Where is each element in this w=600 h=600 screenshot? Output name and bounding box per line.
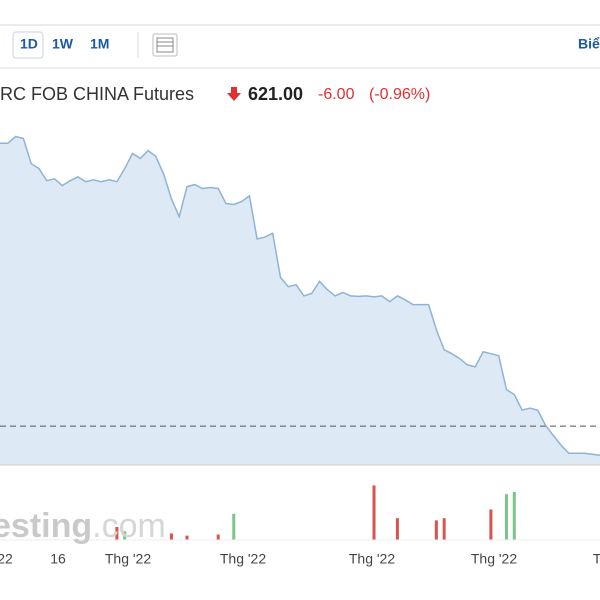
change: -6.00 xyxy=(318,86,355,103)
x-tick-label: Thg '22 xyxy=(471,551,517,567)
plot xyxy=(0,135,600,541)
watermark: esting.com xyxy=(0,507,166,545)
x-tick-label: 22 xyxy=(0,551,13,567)
volume-bar xyxy=(442,518,446,540)
volume-bar xyxy=(123,531,127,540)
volume-bar xyxy=(504,494,508,540)
volume-bar xyxy=(169,533,173,540)
table-icon[interactable] xyxy=(152,33,178,57)
range-button[interactable]: 1D xyxy=(20,36,38,52)
range-button[interactable]: 1W xyxy=(52,36,74,52)
x-tick-label: T xyxy=(593,551,600,567)
down-arrow xyxy=(227,87,241,101)
change-pct: (-0.96%) xyxy=(369,86,430,103)
volume-bar xyxy=(115,526,119,540)
price-line xyxy=(0,135,600,457)
volume-bar xyxy=(232,513,236,540)
volume-bar xyxy=(395,518,399,540)
volume-bar xyxy=(512,492,516,540)
watermark-main: esting xyxy=(0,507,92,545)
x-tick-label: Thg '22 xyxy=(105,551,151,567)
instrument-name: RC FOB CHINA Futures xyxy=(0,84,194,104)
watermark-suffix: .com xyxy=(92,507,166,545)
x-tick-label: Thg '22 xyxy=(220,551,266,567)
volume-bar xyxy=(372,485,376,540)
area-fill xyxy=(0,136,600,465)
price: 621.00 xyxy=(248,84,303,104)
toolbar-right[interactable]: Biể xyxy=(578,36,600,52)
volume-bar xyxy=(434,520,438,540)
volume-bar xyxy=(489,509,493,540)
volume-bar xyxy=(216,534,220,540)
volume-bar xyxy=(185,535,189,540)
x-tick-label: 16 xyxy=(50,551,66,567)
range-button[interactable]: 1M xyxy=(90,36,109,52)
x-tick-label: Thg '22 xyxy=(349,551,395,567)
selected-range[interactable] xyxy=(12,31,44,59)
